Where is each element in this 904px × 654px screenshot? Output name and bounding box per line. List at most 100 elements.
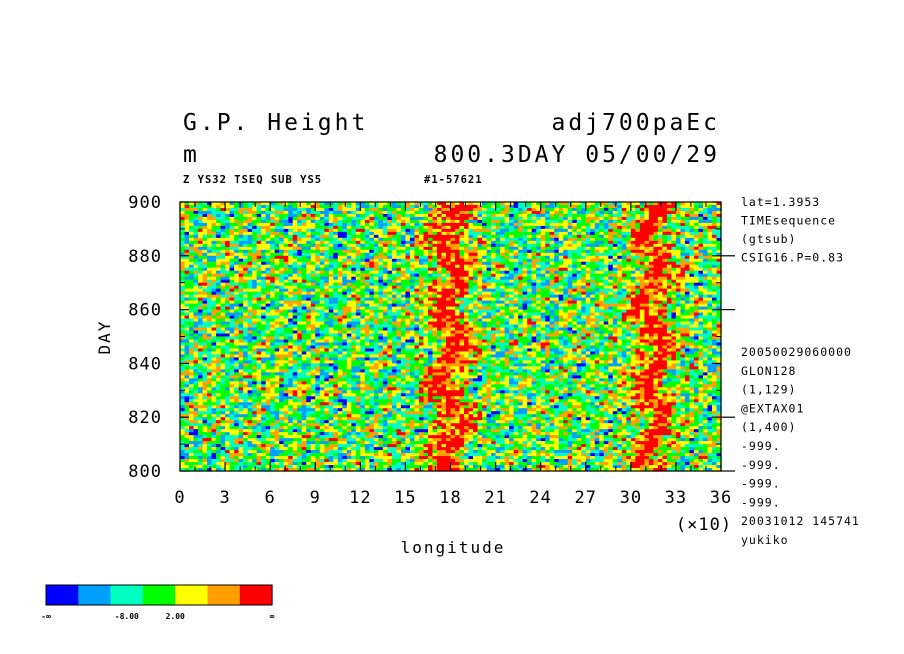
heatmap-cell: [459, 240, 465, 245]
heatmap-cell: [333, 231, 339, 236]
heatmap-cell: [590, 300, 596, 305]
heatmap-cell: [635, 315, 641, 320]
heatmap-cell: [599, 297, 605, 302]
heatmap-cell: [369, 315, 375, 320]
heatmap-cell: [500, 258, 506, 263]
heatmap-cell: [603, 288, 609, 293]
heatmap-cell: [369, 210, 375, 215]
heatmap-cell: [306, 291, 312, 296]
heatmap-cell: [288, 237, 294, 242]
heatmap-cell: [536, 285, 542, 290]
heatmap-cell: [653, 213, 659, 218]
heatmap-cell: [319, 318, 325, 323]
heatmap-cell: [621, 291, 627, 296]
heatmap-cell: [301, 252, 307, 257]
heatmap-cell: [234, 204, 240, 209]
heatmap-cell: [189, 264, 195, 269]
heatmap-cell: [418, 270, 425, 275]
heatmap-cell: [581, 276, 587, 281]
heatmap-cell: [626, 291, 632, 296]
heatmap-cell: [220, 303, 226, 308]
heatmap-cell: [234, 231, 240, 236]
heatmap-cell: [459, 306, 465, 311]
heatmap-cell: [666, 300, 673, 305]
heatmap-cell: [292, 273, 298, 278]
heatmap-cell: [644, 288, 650, 293]
heatmap-cell: [599, 309, 605, 314]
heatmap-cell: [599, 267, 605, 272]
heatmap-cell: [513, 276, 519, 281]
heatmap-cell: [549, 249, 555, 254]
heatmap-cell: [423, 282, 429, 287]
heatmap-cell: [608, 243, 614, 248]
heatmap-cell: [527, 204, 533, 209]
heatmap-cell: [554, 249, 560, 254]
heatmap-cell: [657, 300, 663, 305]
heatmap-cell: [527, 207, 533, 212]
heatmap-cell: [531, 237, 537, 242]
heatmap-cell: [486, 222, 492, 227]
heatmap-cell: [473, 270, 479, 275]
heatmap-cell: [675, 297, 682, 302]
heatmap-cell: [301, 294, 307, 299]
heatmap-cell: [355, 267, 361, 272]
heatmap-cell: [279, 264, 285, 269]
heatmap-cell: [513, 213, 519, 218]
heatmap-cell: [319, 249, 325, 254]
heatmap-cell: [599, 243, 605, 248]
heatmap-cell: [184, 243, 190, 248]
heatmap-cell: [310, 324, 316, 329]
heatmap-cell: [572, 288, 578, 293]
heatmap-cell: [644, 219, 650, 224]
heatmap-cell: [594, 252, 600, 257]
heatmap-cell: [689, 294, 695, 299]
heatmap-cell: [621, 267, 627, 272]
heatmap-cell: [675, 261, 682, 266]
heatmap-cell: [229, 294, 235, 299]
heatmap-cell: [572, 276, 578, 281]
heatmap-cell: [238, 258, 244, 263]
heatmap-cell: [554, 282, 560, 287]
heatmap-cell: [360, 282, 366, 287]
heatmap-cell: [531, 300, 537, 305]
heatmap-cell: [409, 273, 416, 278]
heatmap-cell: [644, 270, 650, 275]
heatmap-cell: [360, 291, 366, 296]
heatmap-cell: [184, 234, 190, 239]
heatmap-cell: [337, 210, 343, 215]
heatmap-cell: [306, 240, 312, 245]
heatmap-cell: [382, 291, 388, 296]
heatmap-cell: [351, 249, 357, 254]
heatmap-cell: [464, 264, 470, 269]
heatmap-cell: [603, 216, 609, 221]
heatmap-cell: [666, 294, 673, 299]
heatmap-cell: [590, 282, 596, 287]
heatmap-cell: [229, 297, 235, 302]
heatmap-cell: [504, 297, 510, 302]
heatmap-cell: [355, 288, 361, 293]
heatmap-cell: [418, 315, 425, 320]
heatmap-cell: [662, 213, 668, 218]
heatmap-cell: [581, 264, 587, 269]
heatmap-cell: [675, 285, 682, 290]
heatmap-cell: [513, 255, 519, 260]
heatmap-cell: [545, 252, 551, 257]
heatmap-cell: [382, 225, 388, 230]
heatmap-cell: [495, 291, 501, 296]
heatmap-cell: [234, 300, 240, 305]
subtitle-left: Z YS32 TSEQ SUB YS5: [183, 174, 322, 186]
heatmap-cell: [626, 216, 632, 221]
heatmap-cell: [639, 267, 645, 272]
heatmap-cell: [216, 309, 222, 314]
heatmap-cell: [324, 207, 330, 212]
heatmap-cell: [603, 234, 609, 239]
heatmap-cell: [364, 252, 370, 257]
heatmap-cell: [536, 252, 542, 257]
heatmap-cell: [486, 207, 492, 212]
heatmap-cell: [202, 207, 208, 212]
heatmap-cell: [310, 273, 316, 278]
heatmap-cell: [405, 255, 411, 260]
heatmap-cell: [387, 276, 393, 281]
heatmap-cell: [301, 315, 307, 320]
heatmap-cell: [599, 213, 605, 218]
